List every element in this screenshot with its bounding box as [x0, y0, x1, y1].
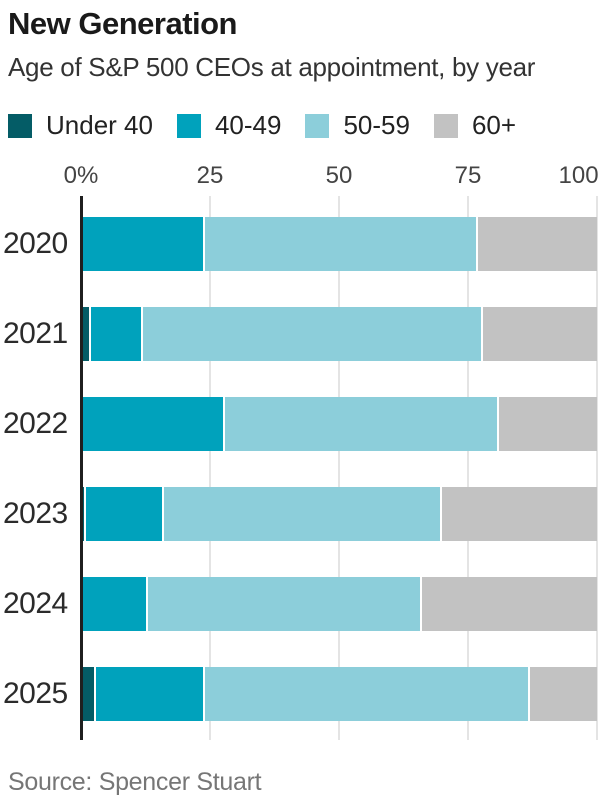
year-label: 2022 [3, 407, 68, 440]
year-label: 2025 [3, 677, 68, 710]
bar-segment-60 [483, 307, 597, 361]
bar-row-2024: 2024 [3, 577, 597, 631]
x-tick-label: 100 [558, 162, 599, 189]
bar-segment-50-59 [204, 667, 530, 721]
year-label: 2024 [3, 587, 68, 620]
legend-swatch-60 [433, 113, 458, 138]
bar-segment-60 [529, 667, 597, 721]
bar-segment-40-49 [81, 577, 149, 631]
x-tick-label: 0% [63, 162, 99, 189]
bar-segment-under-40 [81, 487, 87, 541]
legend-label: Under 40 [46, 110, 153, 140]
x-tick-label: 75 [454, 162, 482, 189]
bar-segment-under-40 [81, 667, 97, 721]
legend-swatch-50-59 [305, 113, 330, 138]
x-tick-label: 50 [325, 162, 353, 189]
legend-item-40-49: 40-49 [176, 110, 282, 141]
legend-item-under-40: Under 40 [8, 110, 153, 141]
bar-row-2023: 2023 [3, 487, 597, 541]
gridline [338, 196, 340, 740]
bar-segment-50-59 [204, 217, 479, 271]
bar-row-2021: 2021 [3, 307, 597, 361]
bar-segment-40-49 [96, 667, 205, 721]
bar-segment-60 [498, 397, 597, 451]
legend-label: 50-59 [343, 110, 410, 140]
chart-subtitle: Age of S&P 500 CEOs at appointment, by y… [8, 52, 536, 82]
bar-segment-50-59 [163, 487, 443, 541]
stacked-bar-chart: 0% 25 50 75 100 2020 2021 2022 2023 2024 2025 [0, 160, 600, 740]
legend-label: 40-49 [214, 110, 282, 140]
bar-segment-50-59 [142, 307, 484, 361]
bar-segment-under-40 [81, 307, 92, 361]
bar-segment-40-49 [81, 397, 226, 451]
legend-swatch-40-49 [176, 113, 201, 138]
bar-segment-60 [478, 217, 597, 271]
bar-segment-40-49 [81, 217, 205, 271]
x-tick-label: 25 [196, 162, 224, 189]
bar-row-2020: 2020 [3, 217, 597, 271]
legend: Under 40 40-49 50-59 60+ [8, 110, 600, 141]
bar-row-2025: 2025 [3, 667, 597, 721]
chart-title: New Generation [8, 6, 238, 41]
legend-item-60: 60+ [433, 110, 517, 141]
legend-swatch-under-40 [8, 113, 32, 138]
legend-label: 60+ [471, 110, 517, 140]
year-label: 2020 [3, 227, 68, 260]
gridline [467, 196, 469, 740]
year-label: 2023 [3, 497, 68, 530]
legend-item-50-59: 50-59 [305, 110, 410, 141]
source-note: Source: Spencer Stuart [8, 768, 262, 796]
bar-segment-60 [442, 487, 597, 541]
y-axis-line [80, 196, 83, 740]
bar-segment-60 [421, 577, 597, 631]
bar-segment-50-59 [225, 397, 499, 451]
bar-segment-40-49 [91, 307, 143, 361]
bar-segment-40-49 [86, 487, 164, 541]
bar-segment-50-59 [148, 577, 422, 631]
year-label: 2021 [3, 317, 68, 350]
gridline [209, 196, 211, 740]
gridline [596, 196, 598, 740]
plot-area: 2020 2021 2022 2023 2024 2025 [3, 196, 598, 740]
bar-row-2022: 2022 [3, 397, 597, 451]
